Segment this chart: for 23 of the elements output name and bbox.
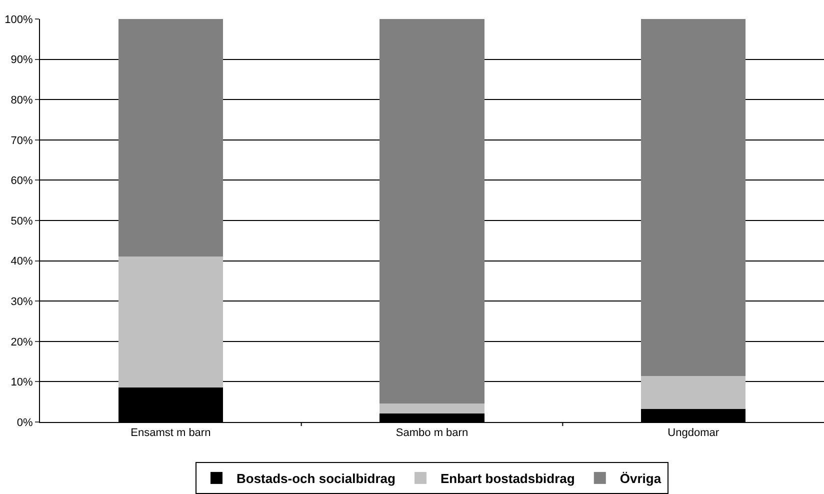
y-tick-label: 0% <box>16 416 34 429</box>
bar <box>641 376 746 410</box>
x-tick-label: Sambo m barn <box>396 427 468 440</box>
bar <box>118 19 223 256</box>
y-tick-label: 60% <box>10 175 34 188</box>
y-tick-label: 70% <box>10 134 34 147</box>
x-tick-label: Ensamst m barn <box>130 427 211 440</box>
y-tick-label: 50% <box>10 215 34 228</box>
bar <box>118 256 223 388</box>
y-tick-label: 10% <box>10 376 34 389</box>
legend-label: Enbart bostadsbidrag <box>440 471 575 486</box>
y-tick-label: 100% <box>4 14 34 26</box>
legend-label: Bostads-och socialbidrag <box>236 471 396 486</box>
y-tick-label: 30% <box>10 296 34 308</box>
bar <box>380 403 484 414</box>
y-tick-label: 80% <box>10 94 34 106</box>
legend-label: Övriga <box>620 471 662 486</box>
bar <box>641 19 746 376</box>
y-tick-label: 90% <box>10 54 34 66</box>
x-tick-label: Ungdomar <box>668 427 720 440</box>
y-tick-label: 40% <box>10 256 34 268</box>
bar <box>380 19 484 404</box>
y-tick-label: 20% <box>10 336 34 348</box>
